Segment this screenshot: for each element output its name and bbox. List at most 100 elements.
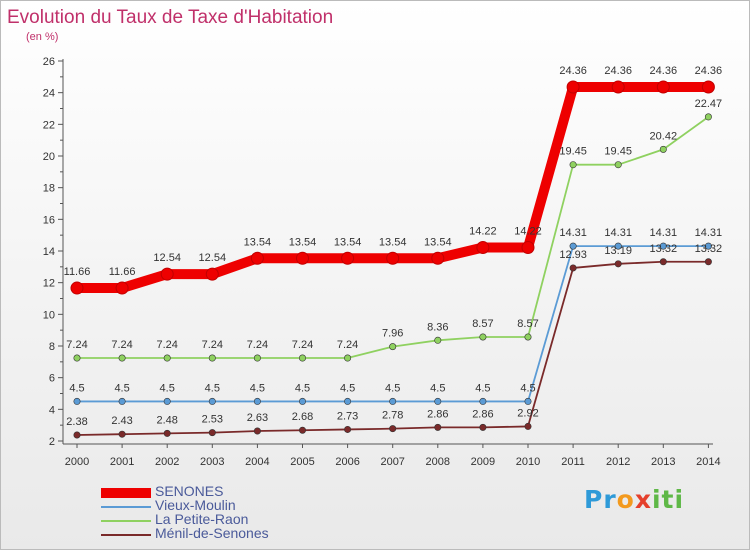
data-label: 4.5	[385, 382, 400, 394]
data-point	[163, 429, 171, 437]
data-point	[701, 80, 715, 94]
data-point	[524, 333, 532, 341]
data-label: 24.36	[650, 65, 678, 77]
data-label: 7.24	[247, 339, 268, 351]
data-point	[163, 354, 171, 362]
x-tick-label: 2014	[696, 456, 720, 468]
proxiti-logo: Proxiti	[584, 485, 684, 514]
data-label: 19.45	[559, 146, 587, 158]
data-label: 12.54	[199, 252, 227, 264]
data-point	[160, 267, 174, 281]
data-label: 24.36	[604, 65, 632, 77]
data-point	[73, 397, 81, 405]
data-label: 13.19	[604, 245, 632, 257]
data-label: 14.31	[695, 227, 723, 239]
legend-label: Vieux-Moulin	[155, 497, 236, 513]
data-label: 11.66	[109, 266, 136, 278]
data-label: 14.31	[559, 227, 587, 239]
data-point	[298, 397, 306, 405]
x-tick-label: 2003	[200, 456, 224, 468]
y-tick-label: 8	[49, 341, 55, 353]
data-label: 2.78	[382, 410, 403, 422]
legend-label: SENONES	[155, 483, 224, 499]
y-tick-label: 18	[43, 183, 55, 195]
x-tick-label: 2000	[65, 456, 89, 468]
legend-swatch	[101, 488, 151, 498]
data-point	[611, 80, 625, 94]
data-label: 7.24	[66, 339, 87, 351]
data-point	[73, 431, 81, 439]
data-point	[431, 251, 445, 265]
data-point	[118, 430, 126, 438]
data-label: 7.24	[111, 339, 132, 351]
data-point	[614, 242, 622, 250]
data-point	[659, 258, 667, 266]
data-label: 4.5	[475, 382, 490, 394]
chart-unit: (en %)	[26, 31, 59, 43]
data-point	[115, 281, 129, 295]
x-tick-label: 2006	[335, 456, 359, 468]
data-label: 7.96	[382, 328, 403, 340]
data-label: 13.32	[695, 243, 723, 255]
logo-part-4: iti	[651, 485, 685, 514]
data-point	[434, 397, 442, 405]
y-tick-label: 12	[43, 278, 55, 290]
data-point	[476, 241, 490, 255]
x-tick-label: 2010	[516, 456, 540, 468]
data-label: 7.24	[292, 339, 313, 351]
data-point	[298, 354, 306, 362]
data-point	[479, 423, 487, 431]
data-point	[344, 425, 352, 433]
data-point	[208, 429, 216, 437]
data-label: 4.5	[430, 382, 445, 394]
data-label: 14.22	[514, 226, 542, 238]
x-tick-label: 2002	[155, 456, 179, 468]
legend-swatch	[101, 506, 151, 508]
logo-part-3: x	[634, 485, 652, 514]
data-point	[614, 161, 622, 169]
data-point	[208, 397, 216, 405]
x-tick-label: 2008	[426, 456, 450, 468]
data-point	[434, 423, 442, 431]
data-label: 2.86	[472, 408, 493, 420]
data-point	[389, 397, 397, 405]
data-point	[253, 397, 261, 405]
x-tick-label: 2013	[651, 456, 675, 468]
data-label: 2.92	[517, 407, 538, 419]
y-tick-label: 10	[43, 309, 55, 321]
data-point	[389, 425, 397, 433]
y-tick-label: 2	[49, 436, 55, 448]
data-point	[118, 354, 126, 362]
data-point	[253, 427, 261, 435]
x-tick-label: 2009	[471, 456, 495, 468]
data-label: 2.73	[337, 410, 358, 422]
data-label: 8.36	[427, 321, 448, 333]
data-point	[250, 251, 264, 265]
data-point	[614, 260, 622, 268]
data-label: 13.54	[289, 236, 317, 248]
data-label: 19.45	[604, 146, 632, 158]
data-label: 4.5	[340, 382, 355, 394]
data-label: 8.57	[517, 318, 538, 330]
x-tick-label: 2011	[561, 456, 585, 468]
data-label: 13.54	[334, 236, 362, 248]
data-point	[656, 80, 670, 94]
data-label: 12.93	[559, 249, 587, 261]
data-label: 2.86	[427, 408, 448, 420]
y-tick-label: 6	[49, 373, 55, 385]
data-point	[73, 354, 81, 362]
data-label: 4.5	[69, 382, 84, 394]
logo-part-2: o	[616, 485, 635, 514]
data-label: 8.57	[472, 318, 493, 330]
chart-title: Evolution du Taux de Taxe d'Habitation	[7, 7, 334, 28]
data-point	[524, 422, 532, 430]
data-label: 2.63	[247, 412, 268, 424]
data-point	[70, 281, 84, 295]
data-point	[434, 336, 442, 344]
x-tick-label: 2001	[110, 456, 134, 468]
data-point	[479, 333, 487, 341]
data-label: 24.36	[559, 65, 587, 77]
data-point	[208, 354, 216, 362]
data-point	[521, 241, 535, 255]
